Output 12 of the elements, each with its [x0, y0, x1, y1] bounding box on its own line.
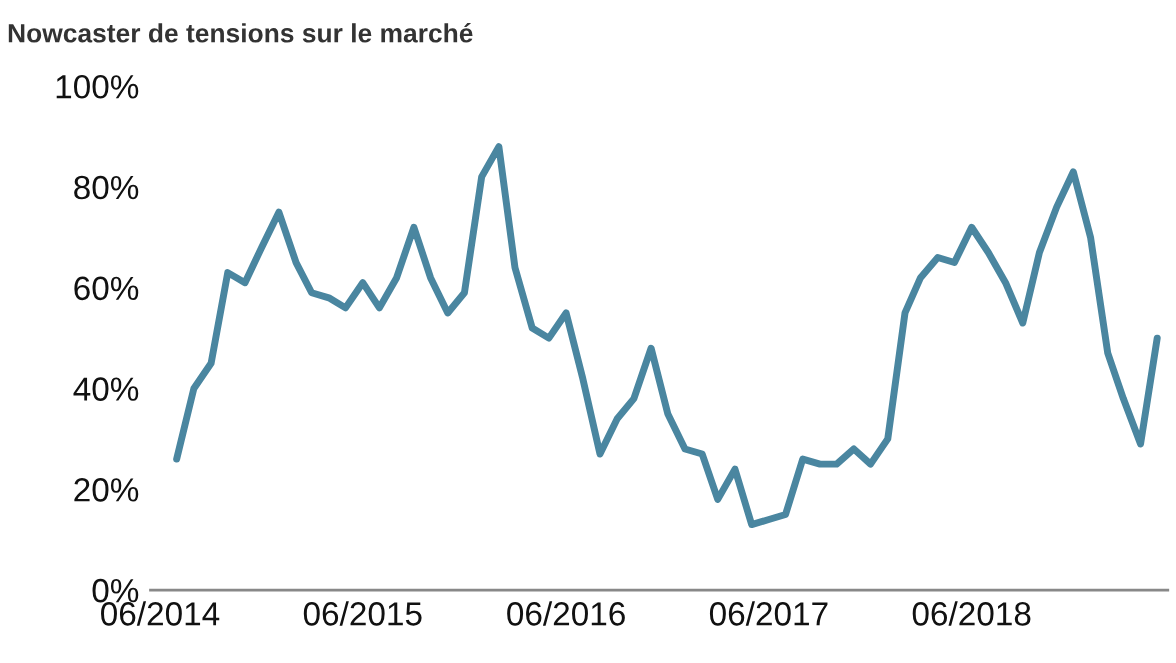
- x-tick-label: 06/2016: [507, 601, 625, 626]
- x-tick-label: 06/2015: [303, 601, 422, 626]
- y-tick-label: 20%: [74, 478, 139, 502]
- x-tick-label: 06/2017: [709, 601, 828, 626]
- y-tick-label: 60%: [74, 276, 139, 301]
- chart-title: Nowcaster de tensions sur le marché: [8, 22, 473, 43]
- x-tick-label: 06/2018: [912, 601, 1031, 626]
- x-tick-label: 06/2014: [101, 601, 220, 626]
- y-tick-label: 100%: [56, 74, 139, 99]
- y-tick-label: 0%: [92, 578, 139, 603]
- y-tick-label: 40%: [73, 377, 139, 401]
- y-tick-label: 80%: [74, 175, 139, 200]
